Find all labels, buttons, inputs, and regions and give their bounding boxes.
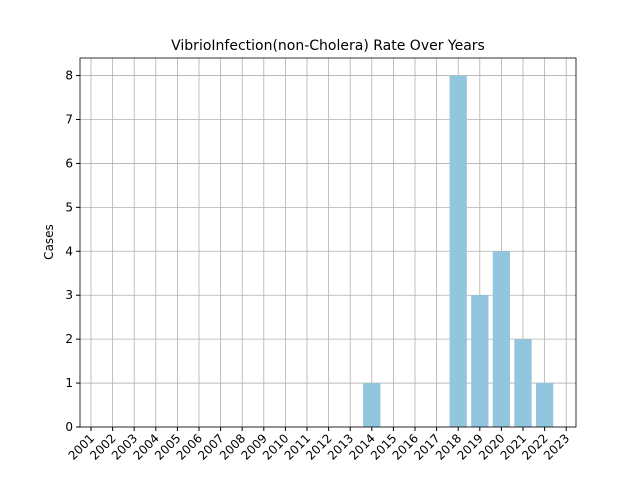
x-axis-label: Year [314, 478, 340, 480]
y-tick-label: 3 [65, 288, 73, 302]
y-tick-label: 4 [65, 244, 73, 258]
plot-frame [79, 57, 577, 428]
y-tick-label: 6 [65, 156, 73, 170]
y-tick-label: 7 [65, 113, 73, 127]
bar [535, 383, 554, 427]
chart-title: VibrioInfection(non-Cholera) Rate Over Y… [171, 38, 485, 54]
y-tick-label: 2 [65, 332, 73, 346]
y-tick-label: 8 [65, 69, 73, 83]
x-tick-label: 2023 [541, 431, 572, 462]
y-axis-label: Cases [42, 224, 56, 260]
bar [514, 339, 532, 427]
bar [363, 383, 381, 427]
y-tick-label: 1 [65, 376, 73, 390]
bar [471, 295, 489, 427]
y-tick-label: 5 [65, 200, 73, 214]
bar [449, 75, 467, 428]
y-tick-label: 0 [65, 420, 73, 434]
bar [492, 251, 511, 427]
